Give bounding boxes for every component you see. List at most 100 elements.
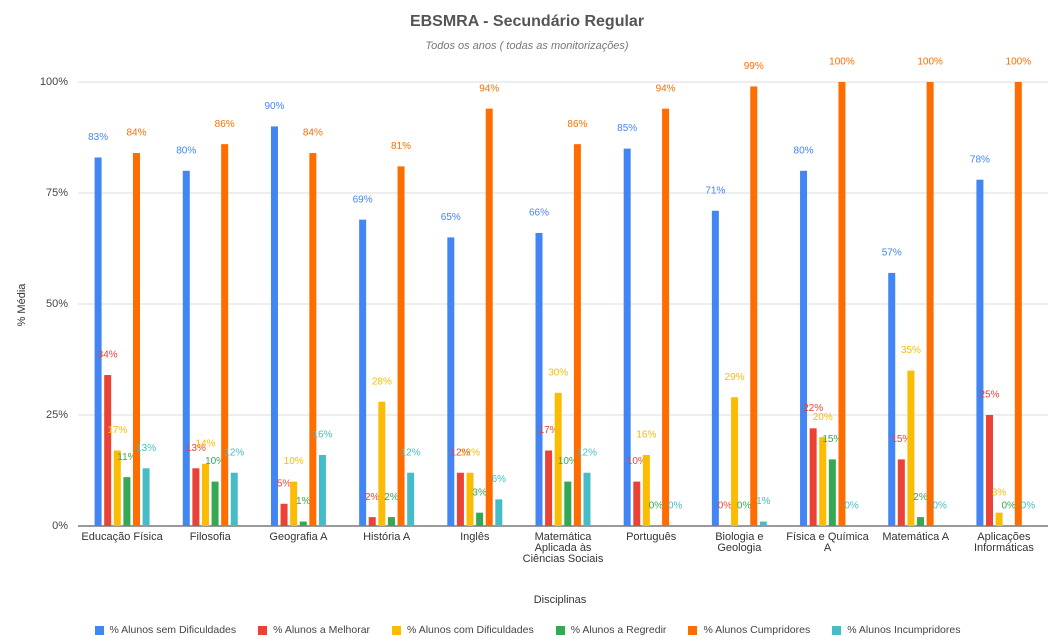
data-label: 86% [215, 119, 235, 130]
chart-subtitle: Todos os anos ( todas as monitorizações) [425, 40, 629, 52]
data-label: 100% [917, 57, 943, 68]
data-label: 12% [577, 447, 597, 458]
data-label: 25% [980, 390, 1000, 401]
bar [397, 166, 405, 527]
bar [1014, 82, 1022, 526]
chart-title: EBSMRA - Secundário Regular [410, 13, 644, 30]
data-label: 10% [627, 456, 647, 467]
bar [633, 481, 641, 526]
bar [583, 472, 591, 526]
data-label: 17% [107, 425, 127, 436]
legend: % Alunos sem Dificuldades % Alunos a Melh… [0, 624, 1055, 636]
data-label: 100% [829, 57, 855, 68]
data-label: 15% [822, 434, 842, 445]
legend-item: % Alunos Incumpridores [832, 624, 960, 636]
legend-label: % Alunos com Dificuldades [407, 624, 534, 636]
legend-swatch [258, 625, 268, 635]
data-label: 90% [264, 101, 284, 112]
data-label: 84% [126, 128, 146, 139]
bar [192, 468, 200, 526]
bar [545, 450, 553, 526]
bar [201, 463, 209, 526]
data-label: 80% [794, 145, 814, 156]
legend-item: % Alunos sem Dificuldades [94, 624, 237, 636]
data-label: 5% [277, 478, 292, 489]
bar [819, 437, 827, 526]
data-label: 100% [1006, 57, 1032, 68]
y-tick-label: 75% [46, 187, 68, 199]
legend-swatch [94, 625, 104, 635]
data-label: 13% [136, 443, 156, 454]
data-label: 10% [284, 456, 304, 467]
data-label: 35% [901, 345, 921, 356]
bar [359, 219, 367, 526]
data-label: 71% [705, 185, 725, 196]
data-label: 1% [296, 496, 311, 507]
x-tick-label: História A [363, 531, 411, 543]
bar [407, 472, 415, 526]
bar [759, 521, 767, 526]
data-label: 3% [992, 487, 1007, 498]
data-label: 30% [548, 367, 568, 378]
bar [554, 392, 562, 526]
legend-swatch [832, 625, 842, 635]
data-label: 6% [492, 474, 507, 485]
bar [926, 82, 934, 526]
x-tick-label: Educação Física [81, 531, 163, 543]
data-label: 2% [384, 492, 399, 503]
data-label: 17% [539, 425, 559, 436]
x-tick-label: Inglês [460, 531, 490, 543]
data-label: 34% [98, 350, 118, 361]
legend-label: % Alunos Incumpridores [847, 624, 961, 636]
x-tick-label: Física e Química A [786, 531, 869, 554]
data-label: 15% [891, 434, 911, 445]
bar [94, 157, 102, 527]
legend-swatch [392, 625, 402, 635]
data-label: 0% [668, 501, 683, 512]
bar [828, 459, 836, 526]
data-label: 84% [303, 128, 323, 139]
bar [378, 401, 386, 526]
bar [662, 108, 670, 526]
bar [270, 126, 278, 527]
bar [309, 153, 317, 527]
data-label: 65% [441, 212, 461, 223]
data-label: 10% [205, 456, 225, 467]
data-label: 78% [970, 154, 990, 165]
bar [623, 148, 631, 526]
x-tick-label: Filosofia [189, 531, 231, 543]
bar [142, 468, 150, 526]
data-label: 1% [756, 496, 771, 507]
data-label: 29% [725, 372, 745, 383]
data-label: 12% [450, 447, 470, 458]
bar [123, 477, 131, 526]
bar [104, 375, 112, 526]
bar [564, 481, 572, 526]
x-tick-label: Matemática A [882, 531, 950, 543]
legend-item: % Alunos a Melhorar [258, 624, 370, 636]
legend-label: % Alunos a Melhorar [273, 624, 371, 636]
data-label: 99% [744, 61, 764, 72]
data-label: 10% [558, 456, 578, 467]
data-label: 0% [933, 501, 948, 512]
data-label: 13% [186, 443, 206, 454]
bar [750, 86, 758, 526]
bar [476, 512, 484, 526]
data-label: 0% [1001, 501, 1016, 512]
data-label: 66% [529, 208, 549, 219]
y-tick-label: 100% [40, 76, 68, 88]
data-label: 20% [813, 412, 833, 423]
data-label: 28% [372, 376, 392, 387]
bar [280, 503, 288, 526]
bar [711, 210, 719, 526]
bar [466, 472, 474, 526]
bar [917, 517, 925, 526]
legend-swatch [555, 625, 565, 635]
bar [495, 499, 503, 526]
data-label: 86% [567, 119, 587, 130]
y-tick-label: 50% [46, 298, 68, 310]
data-label: 11% [117, 452, 136, 463]
bar [838, 82, 846, 526]
legend-label: % Alunos sem Dificuldades [109, 624, 237, 636]
